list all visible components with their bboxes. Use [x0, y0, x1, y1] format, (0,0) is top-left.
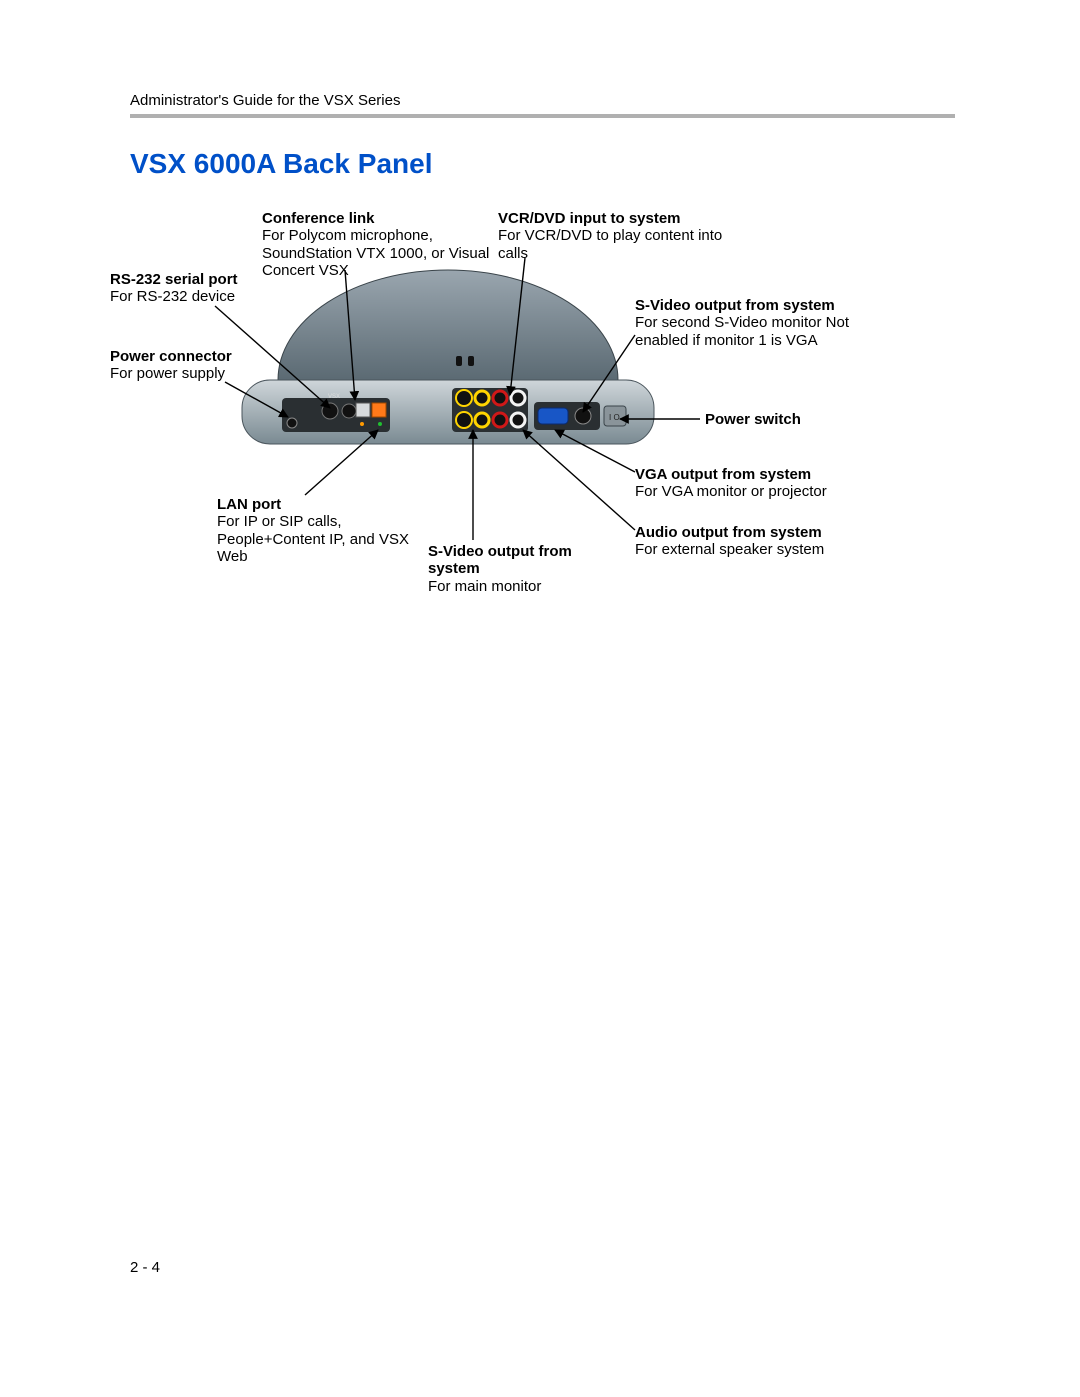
callout-title: VCR/DVD input to system	[498, 210, 738, 227]
port-svideo-out-main	[456, 412, 472, 428]
callout-svideo-out-1: S-Video output from systemFor main monit…	[428, 543, 598, 595]
callout-title: Conference link	[262, 210, 492, 227]
callout-desc: For second S-Video monitor Not enabled i…	[635, 314, 849, 348]
callout-desc: For VCR/DVD to play content into calls	[498, 227, 722, 261]
callout-desc: For VGA monitor or projector	[635, 483, 827, 500]
callout-audio-out: Audio output from systemFor external spe…	[635, 524, 895, 559]
callout-desc: For power supply	[110, 365, 225, 382]
device-dome	[278, 270, 618, 380]
port-rs232	[322, 403, 338, 419]
callout-title: S-Video output from system	[635, 297, 895, 314]
lock-icon	[456, 356, 462, 366]
callout-rs232: RS-232 serial portFor RS-232 device	[110, 271, 290, 306]
port-lan-2	[372, 403, 386, 417]
callout-desc: For main monitor	[428, 578, 541, 595]
callout-title: VGA output from system	[635, 466, 885, 483]
port-conference-link	[342, 404, 356, 418]
callout-desc: For external speaker system	[635, 541, 824, 558]
callout-lan-port: LAN portFor IP or SIP calls, People+Cont…	[217, 496, 417, 565]
label-vsx: VSX	[328, 394, 340, 400]
callout-title: Power connector	[110, 348, 280, 365]
port-svideo-in	[456, 390, 472, 406]
port-lan-1	[356, 403, 370, 417]
callout-svideo-out-2: S-Video output from systemFor second S-V…	[635, 297, 895, 349]
port-rca-video-out	[475, 413, 489, 427]
callout-title: Power switch	[705, 411, 865, 428]
page-number: 2 - 4	[130, 1259, 160, 1276]
callout-conference-link: Conference linkFor Polycom microphone, S…	[262, 210, 492, 279]
led-icon	[360, 422, 364, 426]
callout-desc: For Polycom microphone, SoundStation VTX…	[262, 227, 489, 279]
callout-title: RS-232 serial port	[110, 271, 290, 288]
callout-title: Audio output from system	[635, 524, 895, 541]
keyhole-icon	[468, 356, 474, 366]
port-rca-audio-r-in	[493, 391, 507, 405]
port-vga	[538, 408, 568, 424]
port-rca-audio-l-out	[511, 413, 525, 427]
power-switch-labels: I O	[609, 413, 620, 422]
callout-title: S-Video output from system	[428, 543, 598, 578]
led-icon	[378, 422, 382, 426]
callout-vcr-dvd-input: VCR/DVD input to systemFor VCR/DVD to pl…	[498, 210, 738, 262]
port-rca-audio-r-out	[493, 413, 507, 427]
callout-power-connector: Power connectorFor power supply	[110, 348, 280, 383]
callout-title: LAN port	[217, 496, 417, 513]
port-rca-audio-l-in	[511, 391, 525, 405]
callout-desc: For RS-232 device	[110, 288, 235, 305]
callout-arrow-audio-out	[523, 430, 635, 530]
callout-power-switch: Power switch	[705, 411, 865, 428]
port-rca-video-in	[475, 391, 489, 405]
callout-desc: For IP or SIP calls, People+Content IP, …	[217, 513, 409, 565]
port-svideo-out-2	[575, 408, 591, 424]
callout-vga-out: VGA output from systemFor VGA monitor or…	[635, 466, 885, 501]
port-power	[287, 418, 297, 428]
